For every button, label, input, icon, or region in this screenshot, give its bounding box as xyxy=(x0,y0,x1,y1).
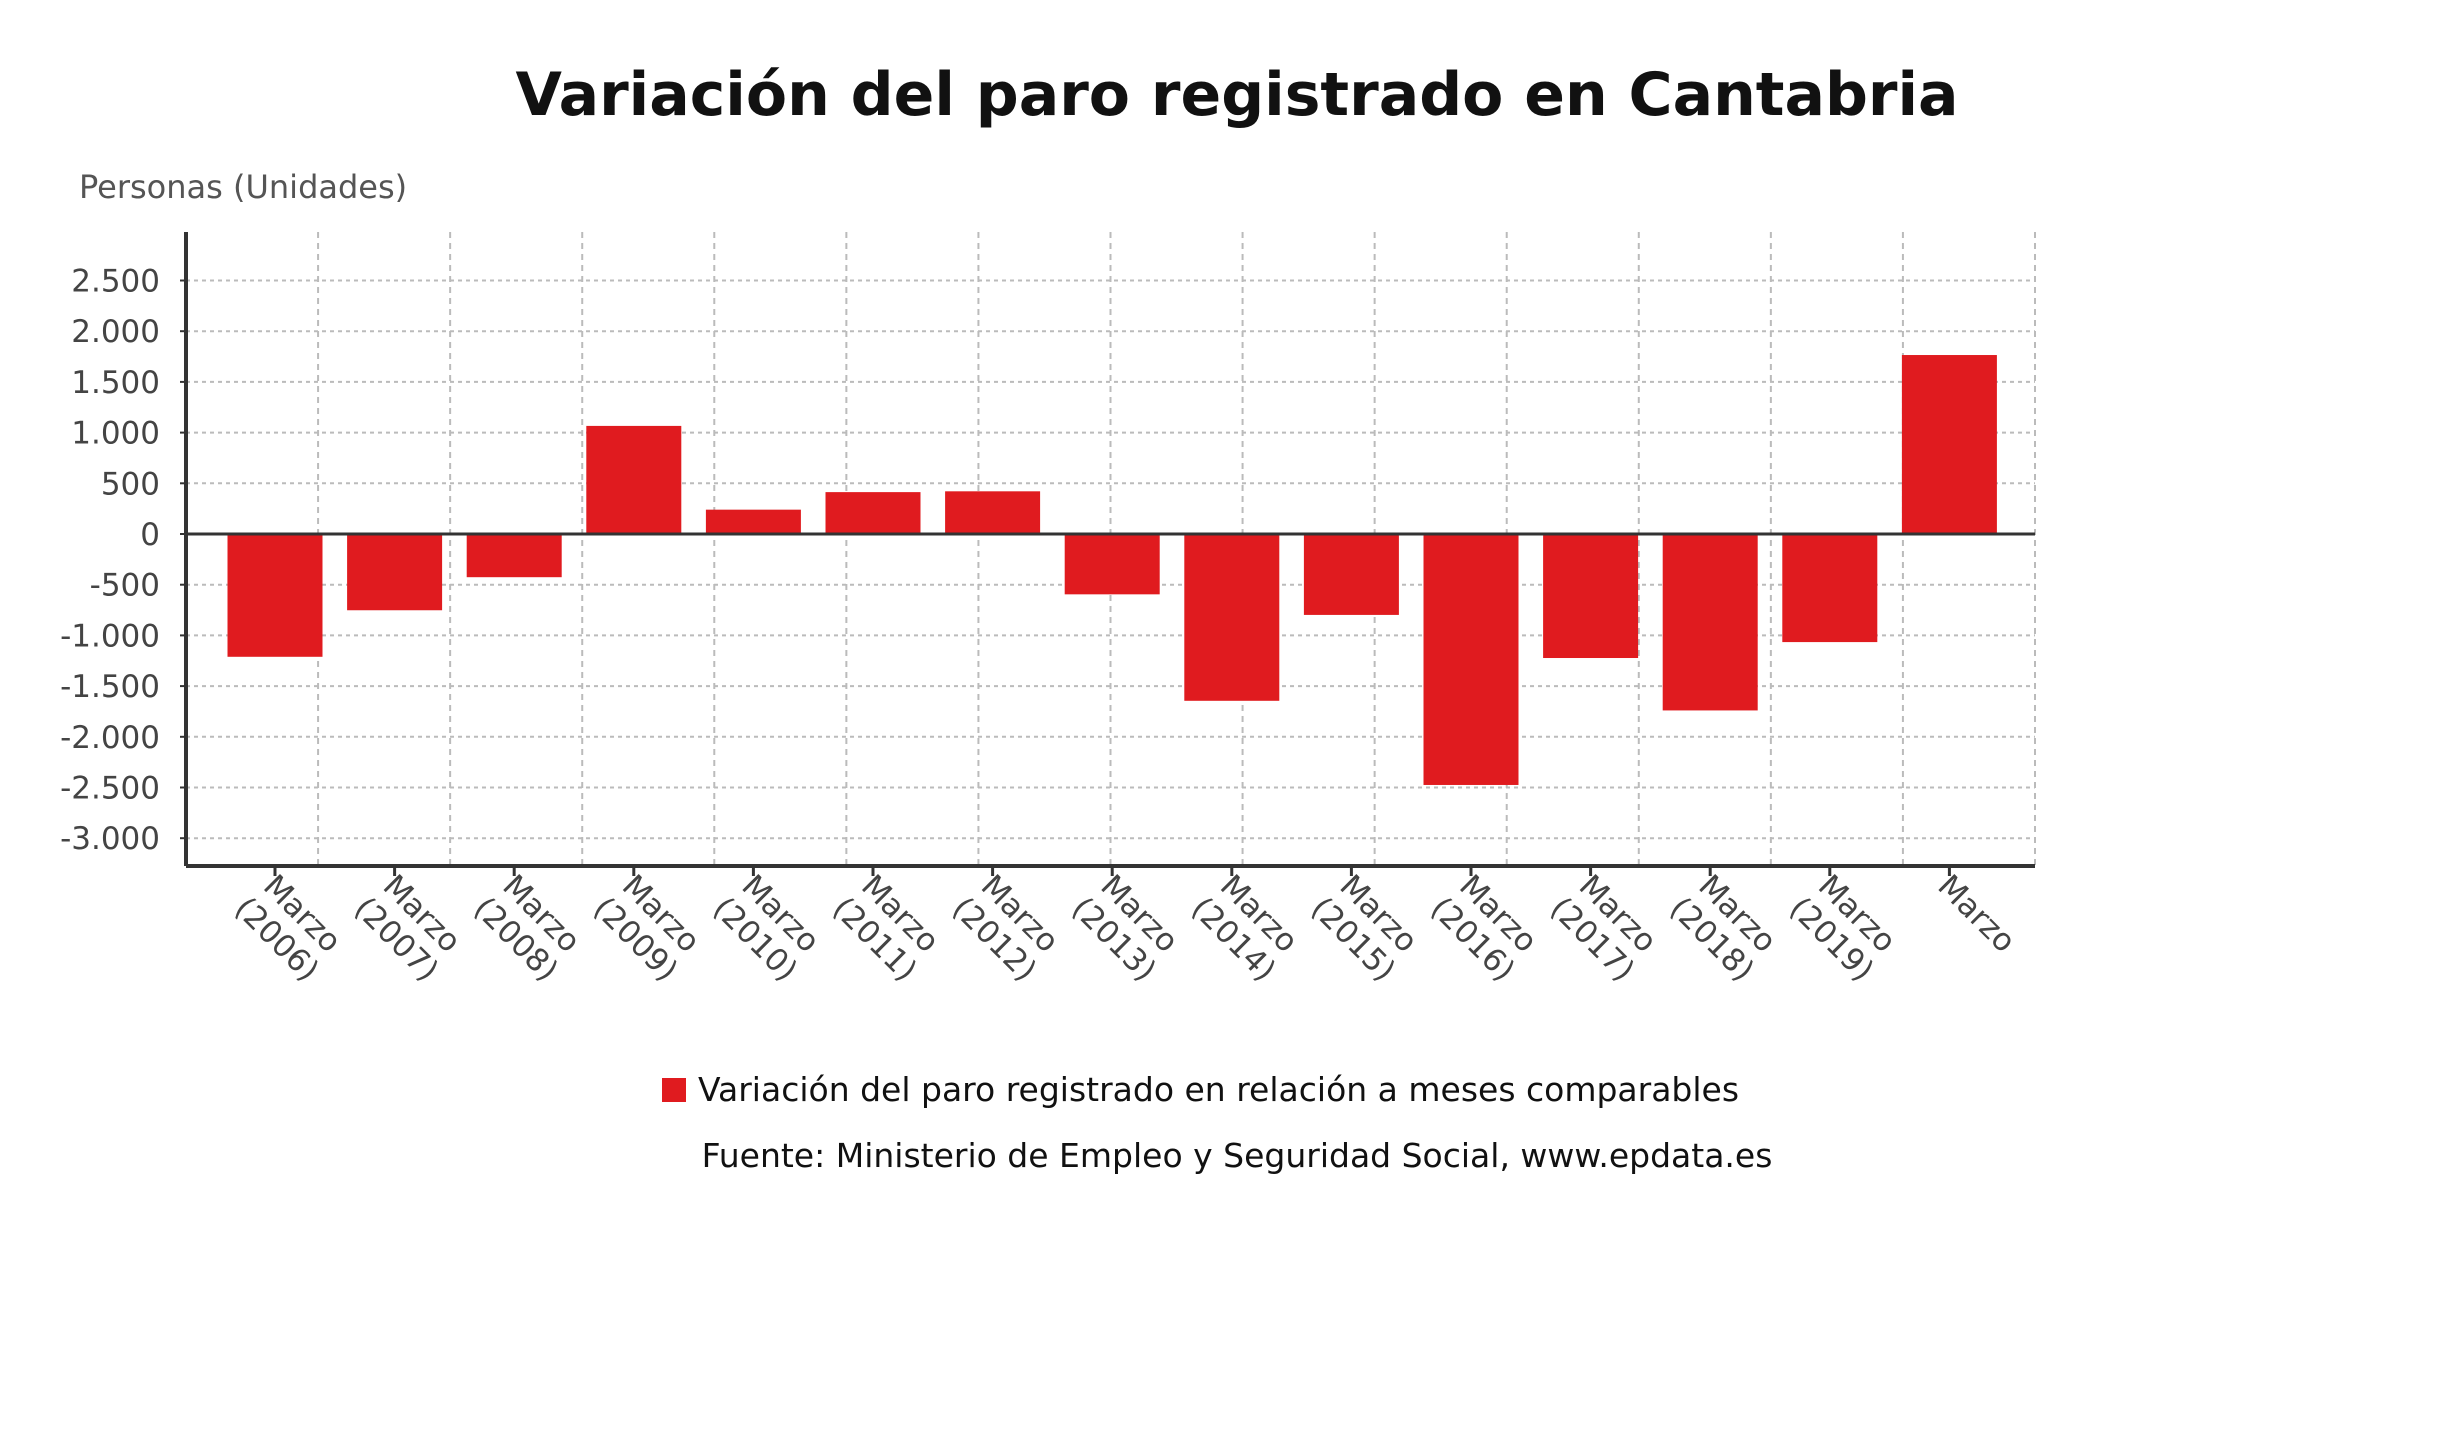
bar xyxy=(825,492,921,534)
axes xyxy=(184,232,2035,868)
x-tick-label: Marzo(2014) xyxy=(1184,868,1305,989)
x-tick-label: Marzo xyxy=(1931,868,2023,960)
y-tick-label: 1.500 xyxy=(71,365,160,401)
bar xyxy=(1662,534,1758,711)
x-tick-label: Marzo(2008) xyxy=(467,868,588,989)
bar xyxy=(347,534,443,611)
source-note: Fuente: Ministerio de Empleo y Seguridad… xyxy=(702,1136,1773,1175)
bar xyxy=(227,534,323,657)
x-tick-label: Marzo(2016) xyxy=(1423,868,1544,989)
bar xyxy=(1782,534,1878,643)
x-ticks: Marzo(2006) Marzo(2007) Marzo(2008) Marzo(2… xyxy=(227,866,2023,989)
y-axis-label: Personas (Unidades) xyxy=(79,168,407,206)
y-tick-label: 1.000 xyxy=(71,416,160,452)
y-tick-label: -2.500 xyxy=(60,771,160,807)
bar xyxy=(1184,534,1280,701)
y-tick-label: 500 xyxy=(101,466,160,502)
bar xyxy=(1303,534,1399,615)
x-tick-label: Marzo(2015) xyxy=(1304,868,1425,989)
x-tick-label: Marzo(2006) xyxy=(227,868,348,989)
x-tick-label: Marzo(2007) xyxy=(347,868,468,989)
y-tick-label: -1.500 xyxy=(60,669,160,705)
bar xyxy=(1901,355,1997,534)
x-tick-label: Marzo(2009) xyxy=(586,868,707,989)
y-tick-label: -1.000 xyxy=(60,618,160,654)
bar xyxy=(1064,534,1160,595)
bar xyxy=(945,491,1041,534)
legend: Variación del paro registrado en relació… xyxy=(662,1070,1739,1109)
x-tick-label-line: Marzo xyxy=(1931,868,2023,960)
legend-label: Variación del paro registrado en relació… xyxy=(698,1070,1739,1109)
y-tick-label: -500 xyxy=(90,568,160,604)
x-tick-label: Marzo(2010) xyxy=(706,868,827,989)
bar xyxy=(1423,534,1519,785)
y-tick-label: 0 xyxy=(140,517,160,553)
chart-title: Variación del paro registrado en Cantabr… xyxy=(515,60,1958,130)
x-tick-label: Marzo(2019) xyxy=(1782,868,1903,989)
y-tick-label: -3.000 xyxy=(60,821,160,857)
x-tick-label: Marzo(2017) xyxy=(1543,868,1664,989)
y-ticks: 2.500 2.000 1.500 1.000 500 0 -500 -1.000 -1.500… xyxy=(60,264,186,857)
bar xyxy=(466,534,562,578)
bar xyxy=(705,509,801,534)
bars xyxy=(227,355,1997,785)
y-tick-label: 2.000 xyxy=(71,314,160,350)
x-tick-label: Marzo(2012) xyxy=(945,868,1066,989)
legend-swatch xyxy=(662,1078,686,1102)
y-tick-label: 2.500 xyxy=(71,264,160,300)
x-tick-label: Marzo(2018) xyxy=(1663,868,1784,989)
x-tick-label: Marzo(2011) xyxy=(825,868,946,989)
bar xyxy=(586,425,682,534)
x-tick-label: Marzo(2013) xyxy=(1065,868,1186,989)
y-tick-label: -2.000 xyxy=(60,720,160,756)
bar xyxy=(1543,534,1639,659)
